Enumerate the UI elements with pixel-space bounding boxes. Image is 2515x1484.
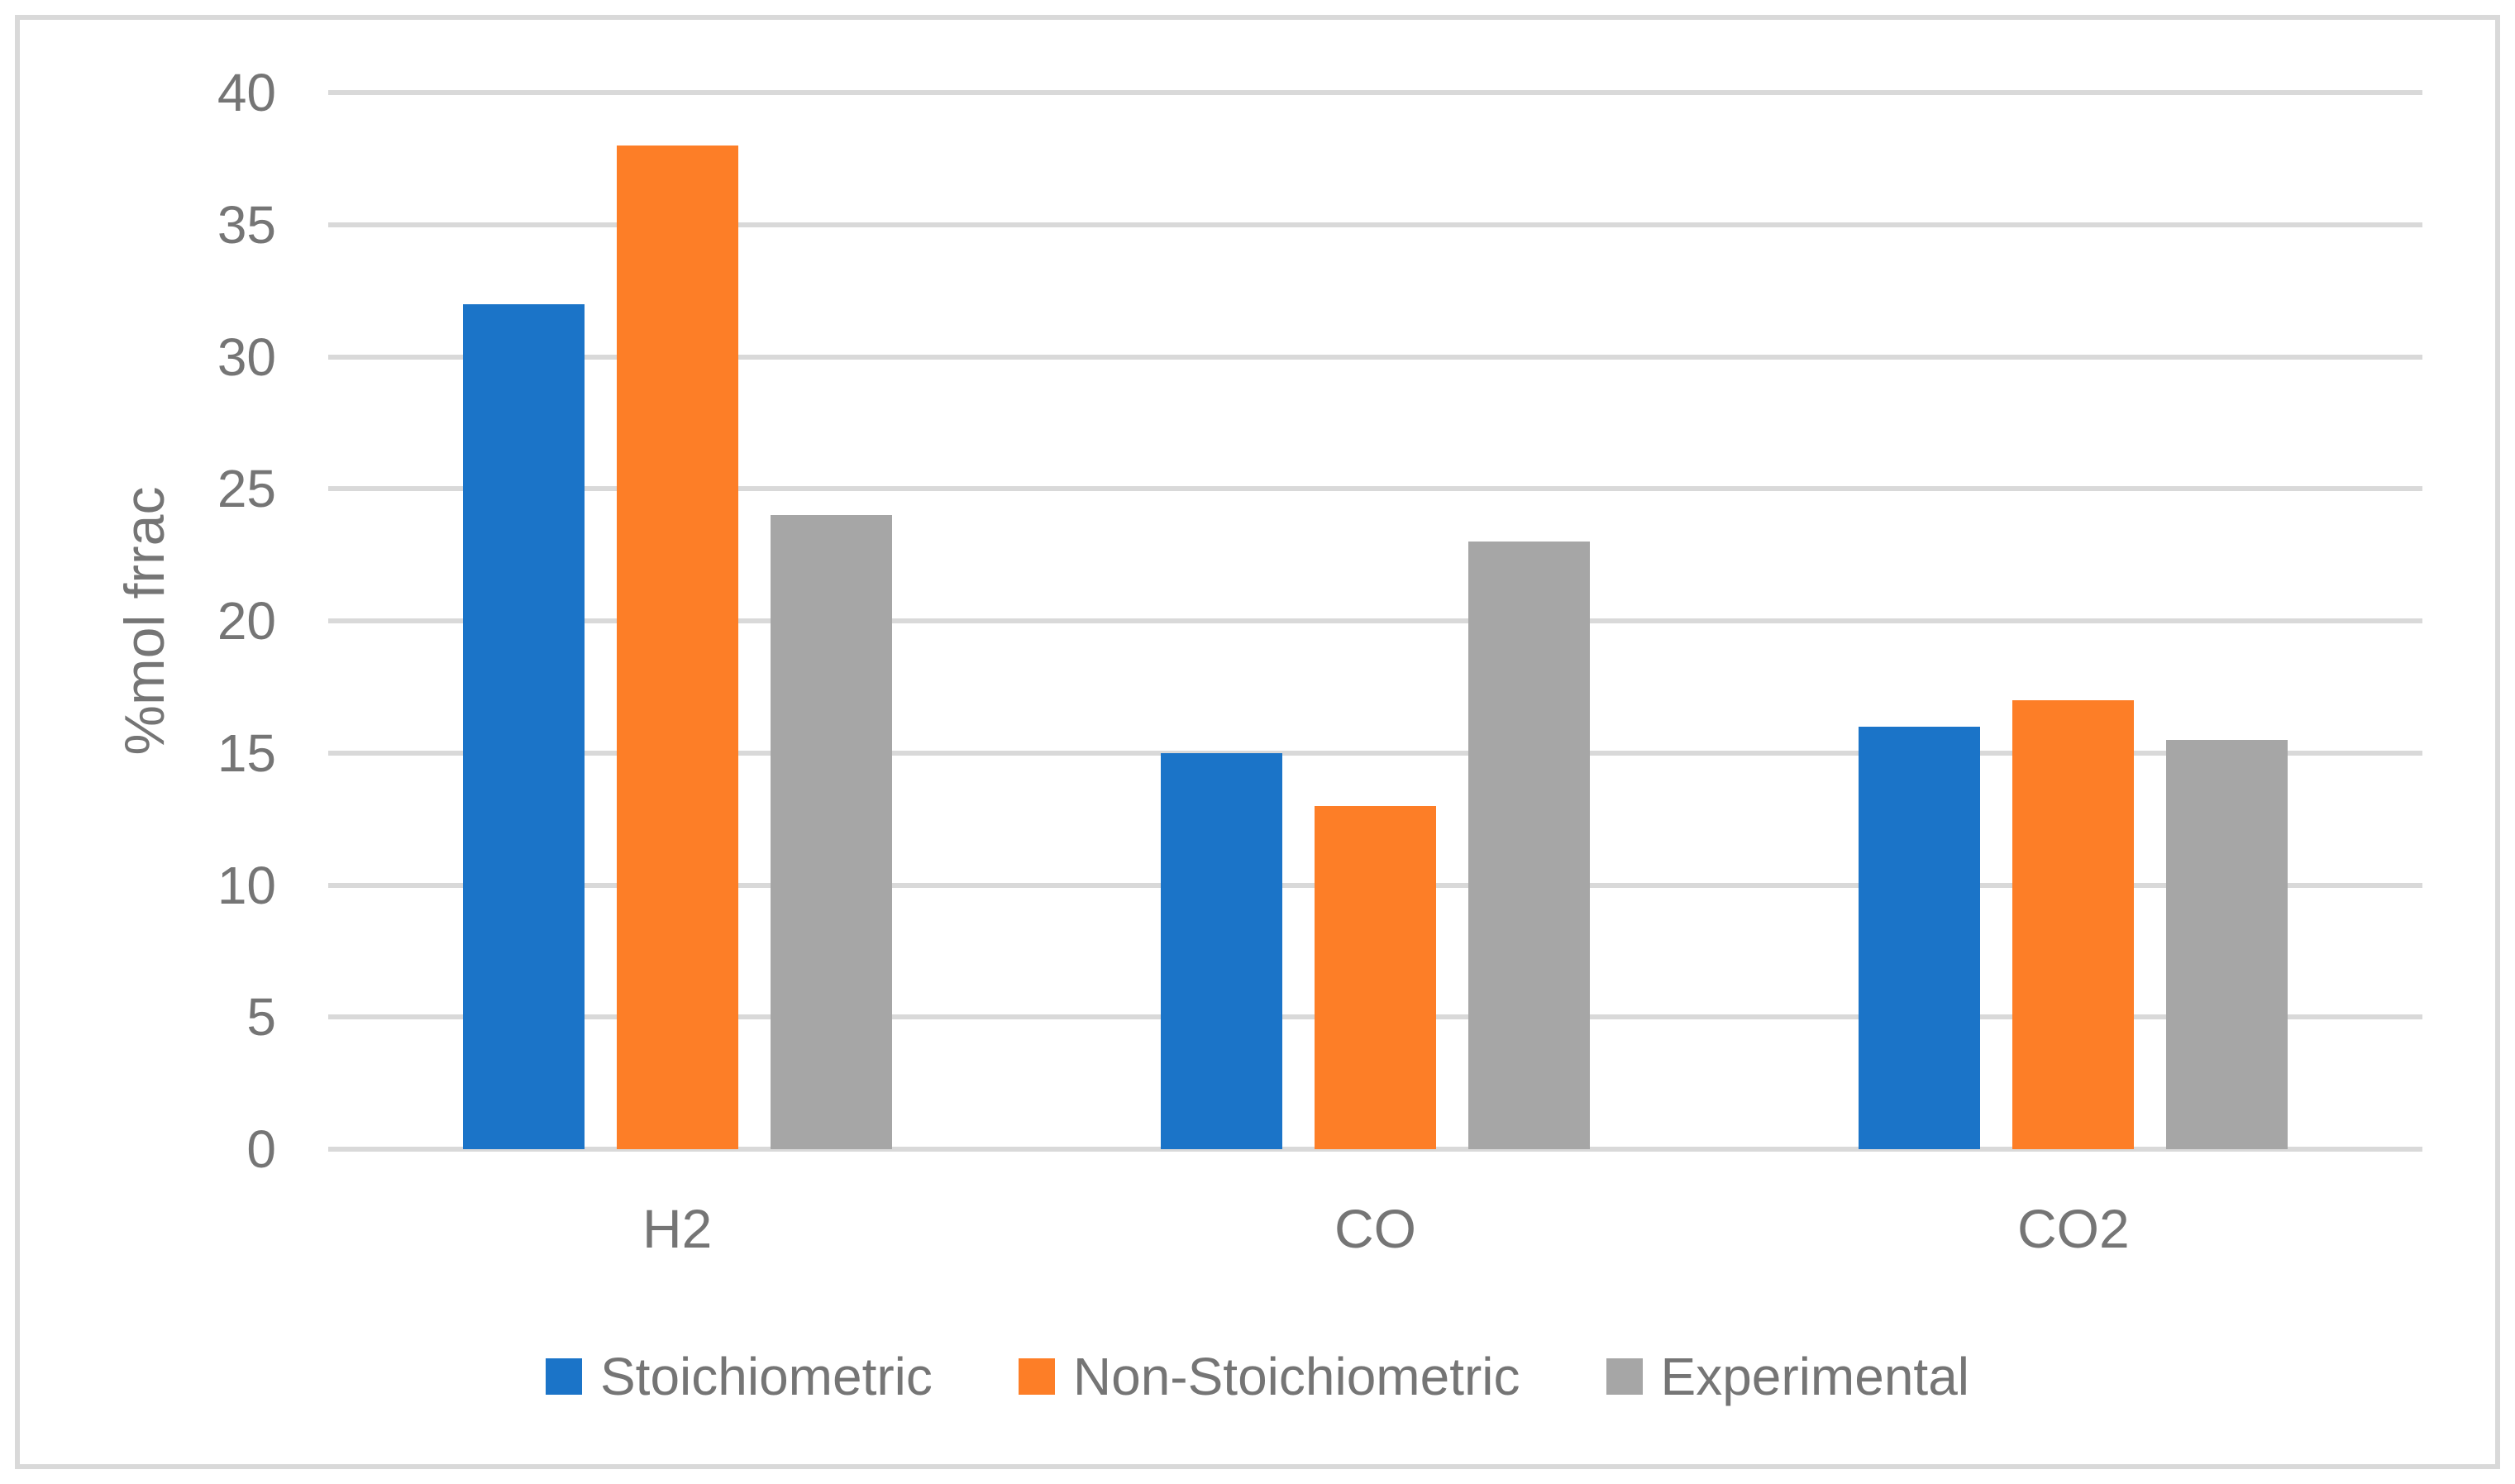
legend-label: Stoichiometric [599, 1347, 933, 1406]
y-tick-label: 30 [217, 327, 276, 387]
y-tick-label: 0 [246, 1119, 276, 1179]
gridline [328, 486, 2422, 492]
gridline [328, 90, 2422, 95]
x-category-label-co: CO [1334, 1198, 1416, 1259]
chart-legend: Stoichiometric Non-Stoichiometric Experime… [0, 1346, 2515, 1407]
x-axis-line [328, 1147, 2422, 1152]
legend-item-stoichiometric: Stoichiometric [545, 1346, 933, 1407]
legend-swatch-icon [545, 1358, 582, 1395]
legend-item-experimental: Experimental [1606, 1346, 1970, 1407]
legend-label: Experimental [1660, 1347, 1970, 1406]
legend-swatch-icon [1606, 1358, 1643, 1395]
gridline [328, 354, 2422, 360]
gridline [328, 750, 2422, 756]
bar-h2-stoichiometric [462, 303, 585, 1149]
y-tick-label: 15 [217, 723, 276, 783]
bar-co-non-stoichiometric [1315, 805, 1436, 1149]
gridline [328, 222, 2422, 227]
y-tick-label: 25 [217, 459, 276, 519]
legend-swatch-icon [1018, 1358, 1055, 1395]
bar-h2-experimental [770, 515, 892, 1149]
y-tick-label: 5 [246, 987, 276, 1047]
gridline [328, 618, 2422, 623]
bar-h2-non-stoichiometric [616, 145, 738, 1149]
bar-co2-non-stoichiometric [2012, 699, 2135, 1149]
bar-co-experimental [1468, 542, 1590, 1149]
x-category-label-co2: CO2 [2016, 1198, 2130, 1259]
x-category-label-h2: H2 [642, 1198, 713, 1259]
y-tick-label: 20 [217, 591, 276, 651]
plot-area [328, 90, 2422, 1152]
legend-item-non-stoichiometric: Non-Stoichiometric [1018, 1346, 1520, 1407]
legend-label: Non-Stoichiometric [1072, 1347, 1520, 1406]
bar-co-stoichiometric [1161, 752, 1282, 1149]
y-tick-label: 35 [217, 194, 276, 255]
y-tick-label: 10 [217, 855, 276, 915]
bar-co2-experimental [2166, 739, 2288, 1149]
bar-co2-stoichiometric [1859, 726, 1981, 1149]
y-tick-label: 40 [217, 63, 276, 122]
